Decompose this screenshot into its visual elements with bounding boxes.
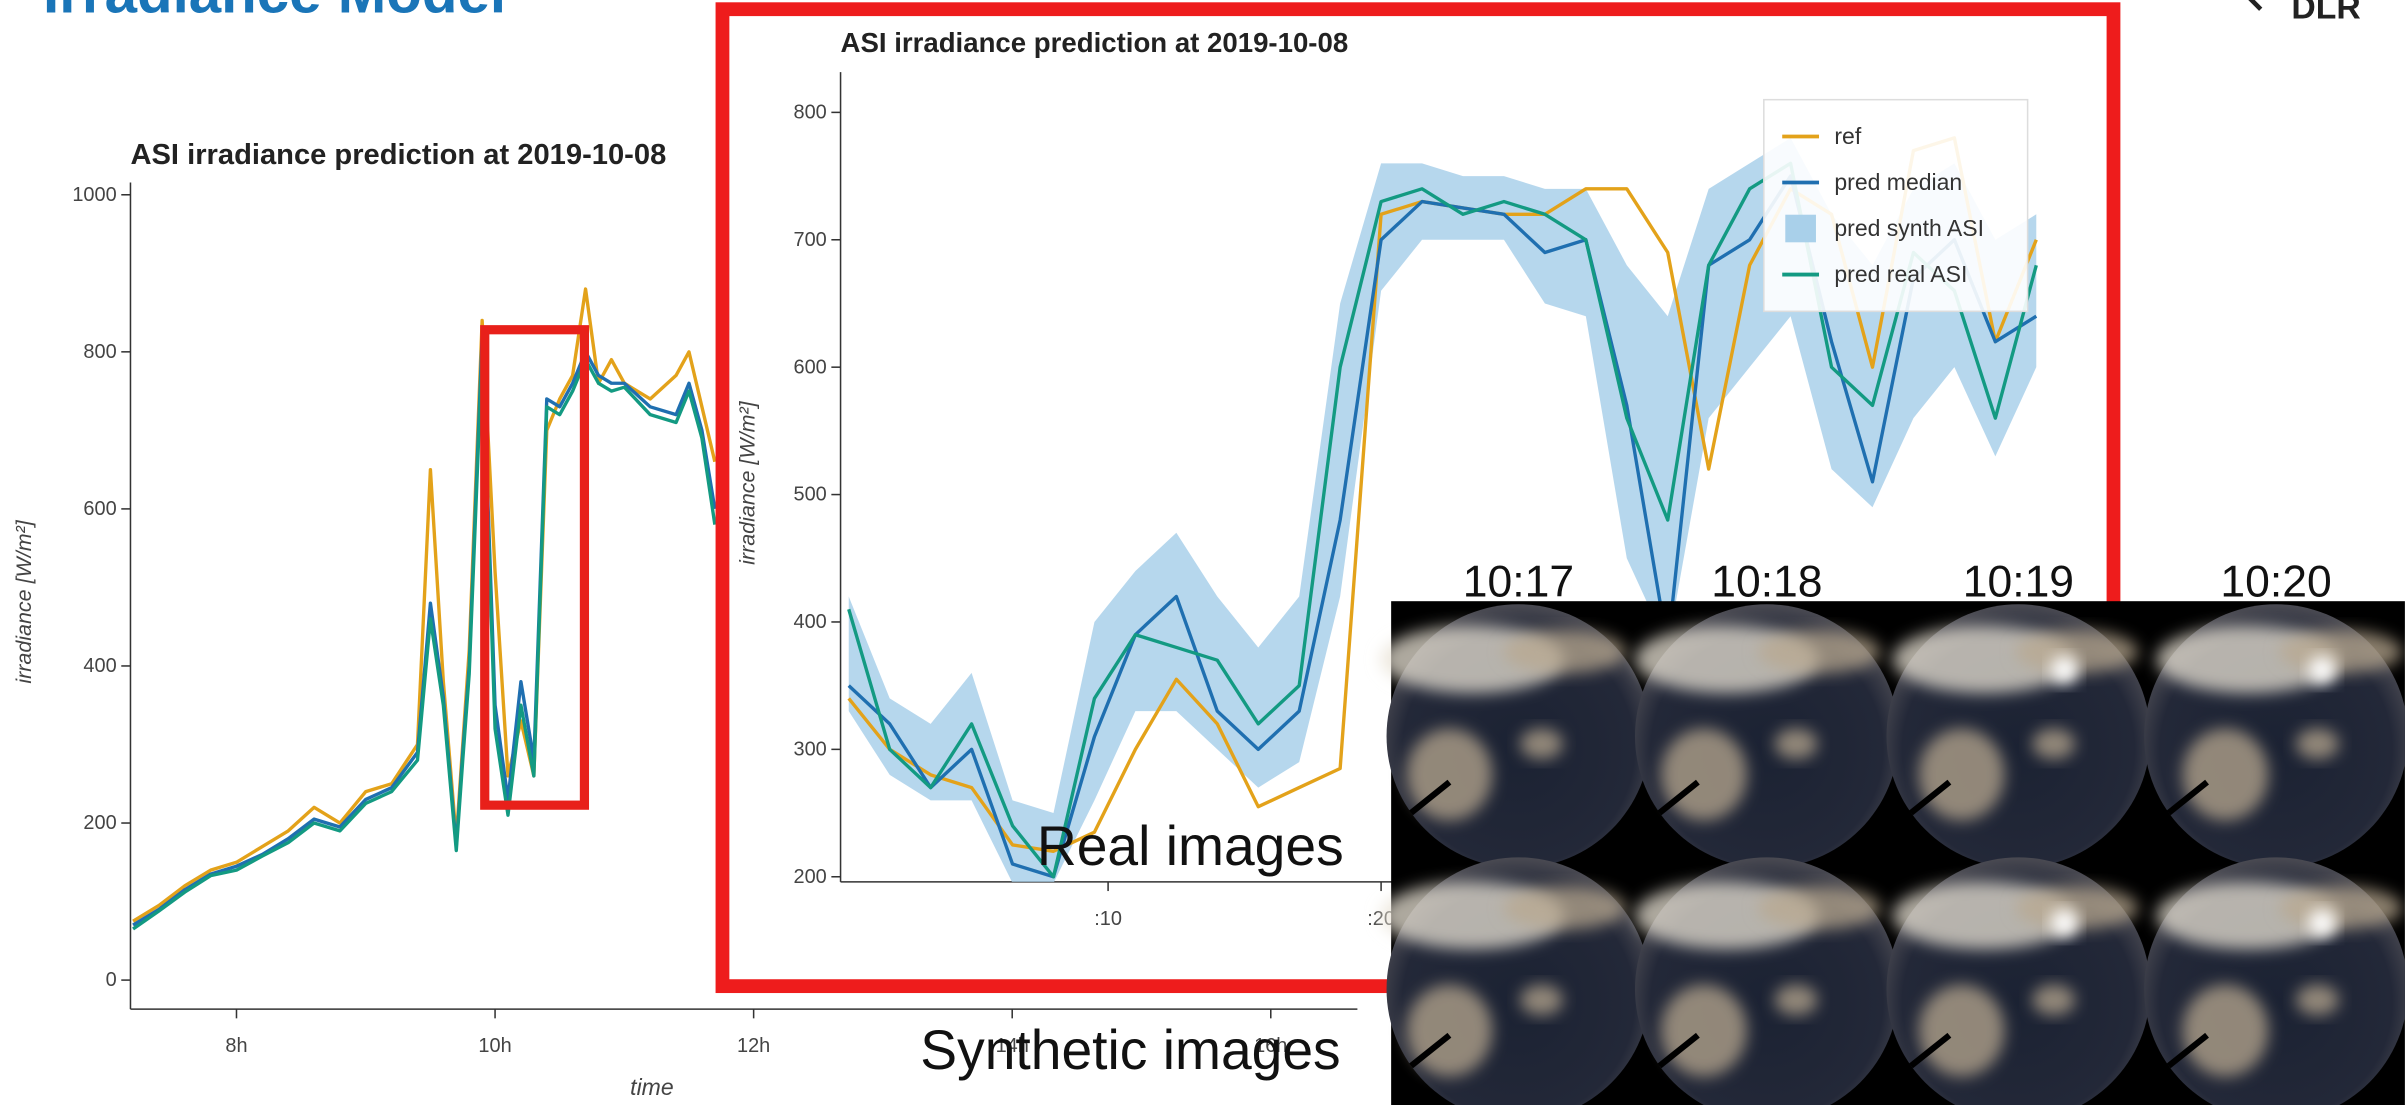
chart-title: ASI irradiance prediction at 2019-10-08 — [130, 139, 666, 171]
x-tick-label: 12h — [737, 1035, 770, 1057]
overview-chart: ASI irradiance prediction at 2019-10-08 0… — [12, 139, 1358, 1100]
camera-arm — [1657, 1032, 1700, 1069]
cloud — [2279, 886, 2402, 930]
legend-swatch — [1785, 214, 1816, 243]
image-time: 10:18 — [1711, 558, 1822, 607]
y-tick-label: 300 — [794, 738, 827, 760]
sun — [2050, 656, 2079, 685]
cloud — [1757, 630, 1881, 674]
series-line — [847, 174, 2038, 879]
chart-title: ASI irradiance prediction at 2019-10-08 — [841, 27, 1349, 58]
cloud — [2015, 630, 2139, 674]
camera-arm — [2166, 779, 2209, 816]
x-axis-label: time — [630, 1074, 673, 1100]
y-tick-label: 400 — [83, 655, 116, 677]
cloud — [2279, 630, 2402, 674]
sun — [2308, 656, 2336, 685]
y-tick-label: 700 — [794, 229, 827, 251]
synthetic-label: Synthetic images — [920, 1019, 1340, 1081]
cloud — [2182, 728, 2269, 821]
real-label: Real images — [1037, 815, 1344, 877]
camera-arm — [1409, 1032, 1452, 1069]
x-tick-label: :10 — [1094, 908, 1122, 930]
cloud — [2015, 886, 2139, 930]
legend-label: ref — [1834, 123, 1861, 149]
y-tick-label: 200 — [83, 812, 116, 834]
cloud — [2182, 984, 2269, 1077]
cloud — [2295, 728, 2339, 760]
camera-arm — [1909, 779, 1952, 816]
y-tick-label: 200 — [794, 866, 827, 888]
y-tick-label: 600 — [794, 356, 827, 378]
series-line — [847, 161, 2038, 879]
cloud — [1503, 630, 1626, 674]
x-tick-label: 16h — [1254, 1035, 1287, 1057]
image-time: 10:20 — [2220, 558, 2331, 607]
x-tick-label: 14h — [996, 1035, 1029, 1057]
logo: DLR — [2291, 0, 2360, 26]
cloud — [1774, 984, 1818, 1016]
y-tick-label: 0 — [106, 969, 117, 991]
image-time: 10:19 — [1963, 558, 2074, 607]
sky-images: 10:17 10:18 10:19 10:20 — [1380, 558, 2405, 1105]
series-line — [132, 350, 717, 931]
cloud — [2032, 984, 2076, 1016]
y-tick-label: 800 — [794, 102, 827, 124]
image-time: 10:17 — [1463, 558, 1574, 607]
cloud — [1661, 728, 1747, 821]
zoom-chart: ASI irradiance prediction at 2019-10-08 2… — [736, 27, 2045, 930]
cloud — [1503, 886, 1626, 930]
cloud — [1774, 728, 1818, 760]
camera-arm — [1909, 1032, 1952, 1069]
y-tick-label: 1000 — [72, 184, 116, 206]
cloud — [1519, 728, 1563, 760]
legend-label: pred median — [1834, 169, 1962, 195]
legend-label: pred real ASI — [1834, 261, 1967, 287]
y-axis-label: irradiance [W/m²] — [736, 400, 760, 564]
cloud — [1757, 886, 1881, 930]
zoom-marker — [480, 325, 590, 810]
sun — [2050, 909, 2079, 938]
y-tick-label: 800 — [83, 341, 116, 363]
y-tick-label: 600 — [83, 498, 116, 520]
y-axis-label: irradiance [W/m²] — [12, 519, 36, 683]
slide-title: Irradiance Model — [43, 0, 506, 25]
cloud — [1519, 984, 1563, 1016]
y-tick-label: 400 — [794, 611, 827, 633]
camera-arm — [1409, 779, 1452, 816]
cloud — [1918, 984, 2005, 1077]
plot-area — [132, 287, 717, 931]
cloud — [2295, 984, 2339, 1016]
y-tick-label: 500 — [794, 484, 827, 506]
series-line — [132, 287, 717, 923]
cloud — [1918, 728, 2005, 821]
legend-label: pred synth ASI — [1834, 215, 1984, 241]
x-tick-label: 10h — [478, 1035, 511, 1057]
camera-arm — [2166, 1032, 2209, 1069]
camera-arm — [1657, 779, 1700, 816]
logo-mark — [2248, 0, 2263, 11]
cloud — [1661, 984, 1747, 1077]
sun — [2308, 909, 2336, 938]
x-tick-label: 8h — [225, 1035, 247, 1057]
cloud — [2032, 728, 2076, 760]
